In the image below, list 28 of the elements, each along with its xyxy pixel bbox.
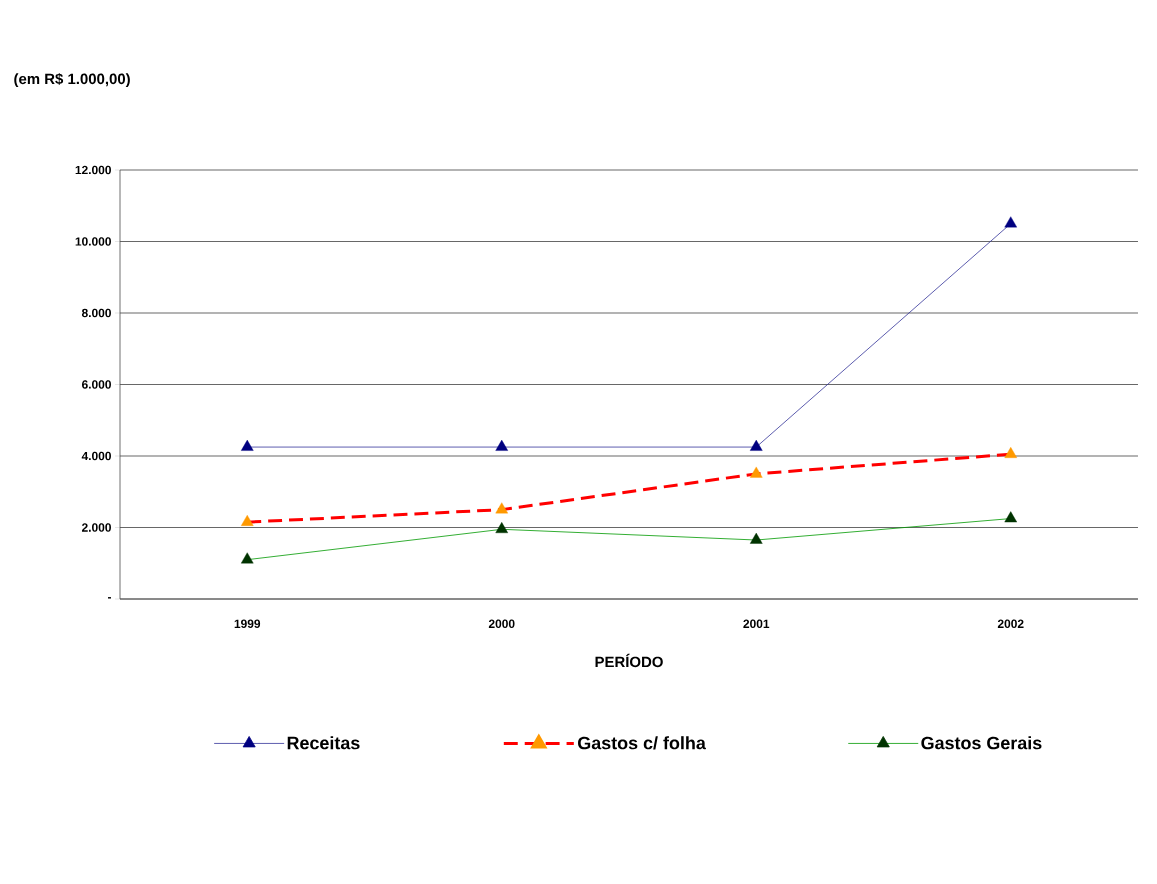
point bbox=[495, 439, 509, 451]
y-tick-label: 4.000 bbox=[81, 451, 111, 461]
legend-label: Receitas bbox=[287, 736, 360, 750]
point bbox=[749, 466, 763, 478]
y-tick-label: 2.000 bbox=[81, 523, 111, 532]
point bbox=[1004, 511, 1017, 523]
legend-label: Gastos Gerais bbox=[921, 736, 1042, 750]
y-tick-label: - bbox=[107, 597, 111, 599]
legend-label: Gastos c/ folha bbox=[578, 736, 706, 750]
point bbox=[749, 532, 763, 544]
point bbox=[495, 502, 509, 514]
point bbox=[495, 522, 509, 533]
x-tick-label: 2002 bbox=[997, 619, 1024, 628]
point bbox=[240, 552, 254, 564]
text: (em R$ 1.000,00) bbox=[14, 72, 130, 88]
y-tick-label: 12.000 bbox=[75, 165, 111, 175]
y-tick-label: 10.000 bbox=[75, 237, 111, 246]
y-tick-label: 6.000 bbox=[82, 380, 111, 389]
x-tick-label: 2000 bbox=[488, 619, 515, 628]
x-tick-label: 1999 bbox=[234, 619, 261, 628]
x-axis-title: PERÍODO bbox=[595, 653, 663, 668]
point bbox=[1004, 447, 1017, 458]
point bbox=[749, 439, 763, 451]
point bbox=[1004, 216, 1017, 228]
point bbox=[240, 514, 254, 526]
y-tick-label: 8.000 bbox=[81, 308, 111, 318]
x-tick-label: 2001 bbox=[743, 619, 770, 628]
point bbox=[240, 439, 254, 451]
